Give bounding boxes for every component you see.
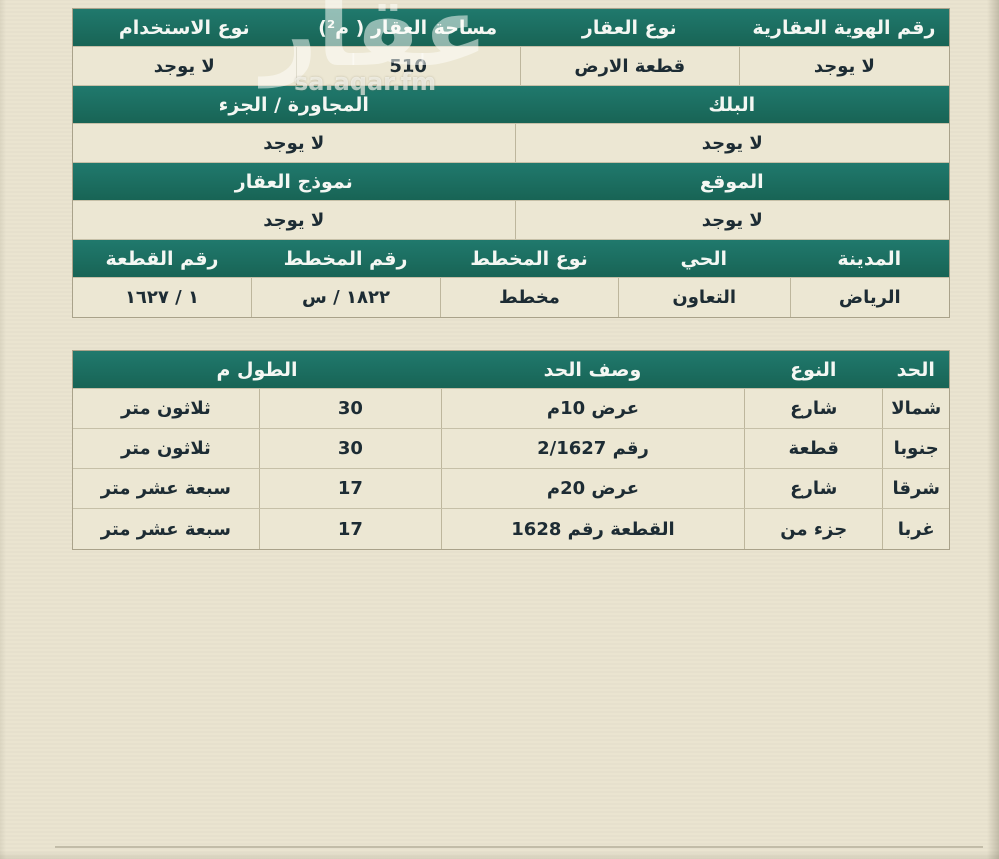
- header-property-type: نوع العقار: [581, 16, 677, 39]
- boundary-side: جنوبا: [882, 429, 949, 468]
- boundary-side: شمالا: [882, 389, 949, 428]
- header-plot-number: رقم القطعة: [105, 247, 219, 270]
- value-plan-type: مخطط: [440, 278, 618, 317]
- boundary-row-south: جنوبا قطعة رقم 2/1627 30 ثلاثون متر: [73, 429, 949, 469]
- value-location: لا يوجد: [514, 201, 949, 239]
- value-property-id: لا يوجد: [738, 47, 949, 85]
- header-length-m: الطول م: [216, 358, 298, 381]
- boundary-length: 30: [258, 429, 441, 468]
- value-property-type: قطعة الارض: [519, 47, 739, 85]
- table-header-row: المدينة الحي نوع المخطط رقم المخطط رقم ا…: [73, 240, 949, 278]
- header-property-model: نموذج العقار: [234, 170, 353, 193]
- header-usage-type: نوع الاستخدام: [118, 16, 250, 39]
- page-edge-shadow-bottom: [0, 851, 999, 859]
- header-boundary-type: النوع: [790, 358, 837, 381]
- boundary-side: غربا: [882, 509, 949, 549]
- header-neighborhood-part: المجاورة / الجزء: [218, 93, 369, 116]
- boundary-type: شارع: [744, 389, 882, 428]
- value-city: الرياض: [789, 278, 949, 317]
- table-row: لا يوجد لا يوجد: [73, 201, 949, 240]
- table-header-row: رقم الهوية العقارية نوع العقار مساحة الع…: [73, 9, 949, 47]
- value-property-model: لا يوجد: [263, 209, 325, 231]
- boundary-description: عرض 20م: [440, 469, 744, 508]
- header-property-area: مساحة العقار ( م²): [318, 16, 498, 39]
- table-row: لا يوجد لا يوجد: [73, 124, 949, 163]
- header-city: المدينة: [837, 247, 902, 270]
- value-usage-type: لا يوجد: [153, 55, 215, 77]
- property-details-table: رقم الهوية العقارية نوع العقار مساحة الع…: [72, 8, 950, 318]
- boundary-length-text: سبعة عشر متر: [100, 478, 231, 499]
- boundary-length: 17: [258, 509, 441, 549]
- table-row: لا يوجد قطعة الارض 510 لا يوجد: [73, 47, 949, 86]
- header-plan-number: رقم المخطط: [283, 247, 408, 270]
- boundary-type: قطعة: [744, 429, 882, 468]
- boundary-length-text: ثلاثون متر: [120, 438, 211, 459]
- page-edge-shadow-left: [0, 0, 6, 859]
- boundary-type: جزء من: [744, 509, 882, 549]
- value-plot-number: ١ / ١٦٢٧: [124, 287, 199, 308]
- header-location: الموقع: [699, 170, 764, 193]
- boundary-description: رقم 2/1627: [440, 429, 744, 468]
- table-row: الرياض التعاون مخطط ١٨٢٢ / س ١ / ١٦٢٧: [73, 278, 949, 317]
- page-edge-shadow-right: [987, 0, 999, 859]
- bottom-divider-line: [55, 846, 983, 848]
- table-header-row: الحد النوع وصف الحد الطول م: [73, 351, 949, 389]
- header-boundary-description: وصف الحد: [543, 358, 642, 381]
- header-plan-type: نوع المخطط: [470, 247, 588, 270]
- boundary-length: 17: [258, 469, 441, 508]
- value-neighborhood-part: لا يوجد: [263, 132, 325, 154]
- value-property-area: 510: [295, 47, 520, 85]
- boundary-length: 30: [258, 389, 441, 428]
- table-header-row: الموقع نموذج العقار: [73, 163, 949, 201]
- boundary-description: عرض 10م: [440, 389, 744, 428]
- boundary-row-west: غربا جزء من القطعة رقم 1628 17 سبعة عشر …: [73, 509, 949, 549]
- table-header-row: البلك المجاورة / الجزء: [73, 86, 949, 124]
- value-block: لا يوجد: [514, 124, 949, 162]
- value-district: التعاون: [617, 278, 790, 317]
- value-plan-number: ١٨٢٢ / س: [250, 278, 440, 317]
- boundary-description: القطعة رقم 1628: [440, 509, 744, 549]
- header-district: الحي: [680, 247, 728, 270]
- header-property-id: رقم الهوية العقارية: [752, 16, 936, 39]
- header-block: البلك: [708, 93, 756, 116]
- boundary-type: شارع: [744, 469, 882, 508]
- boundary-row-east: شرقا شارع عرض 20م 17 سبعة عشر متر: [73, 469, 949, 509]
- boundary-length-text: سبعة عشر متر: [100, 518, 231, 540]
- header-boundary: الحد: [896, 358, 935, 381]
- boundary-length-text: ثلاثون متر: [120, 398, 211, 419]
- boundary-row-north: شمالا شارع عرض 10م 30 ثلاثون متر: [73, 389, 949, 429]
- boundary-side: شرقا: [882, 469, 949, 508]
- boundaries-table: الحد النوع وصف الحد الطول م شمالا شارع ع…: [72, 350, 950, 550]
